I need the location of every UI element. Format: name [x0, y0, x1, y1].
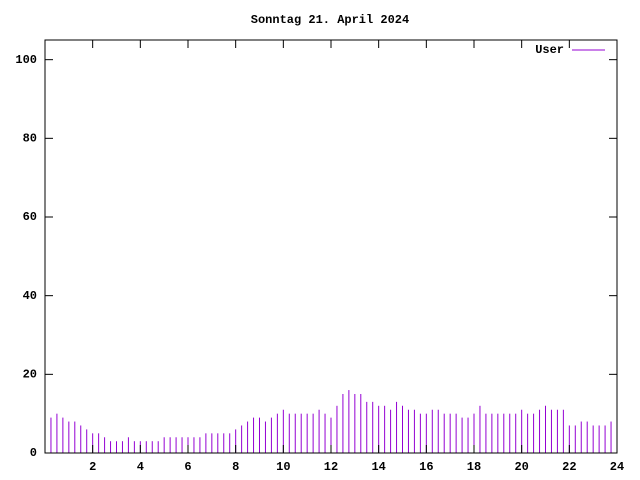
- chart-title: Sonntag 21. April 2024: [251, 13, 409, 27]
- x-tick-label: 16: [419, 460, 433, 474]
- x-tick-label: 10: [276, 460, 290, 474]
- x-tick-label: 18: [467, 460, 481, 474]
- x-tick-label: 22: [562, 460, 576, 474]
- x-tick-label: 2: [89, 460, 96, 474]
- x-tick-label: 12: [324, 460, 338, 474]
- x-tick-label: 24: [610, 460, 624, 474]
- y-tick-label: 60: [23, 210, 37, 224]
- x-tick-label: 14: [371, 460, 385, 474]
- x-tick-label: 4: [137, 460, 144, 474]
- y-tick-label: 80: [23, 132, 37, 146]
- legend-label: User: [535, 43, 564, 57]
- x-tick-label: 20: [514, 460, 528, 474]
- y-tick-label: 40: [23, 289, 37, 303]
- x-tick-label: 8: [232, 460, 239, 474]
- y-tick-label: 100: [15, 53, 37, 67]
- plot-border: [44, 39, 618, 454]
- y-tick-label: 0: [30, 446, 37, 460]
- x-tick-label: 6: [184, 460, 191, 474]
- y-tick-label: 20: [23, 368, 37, 382]
